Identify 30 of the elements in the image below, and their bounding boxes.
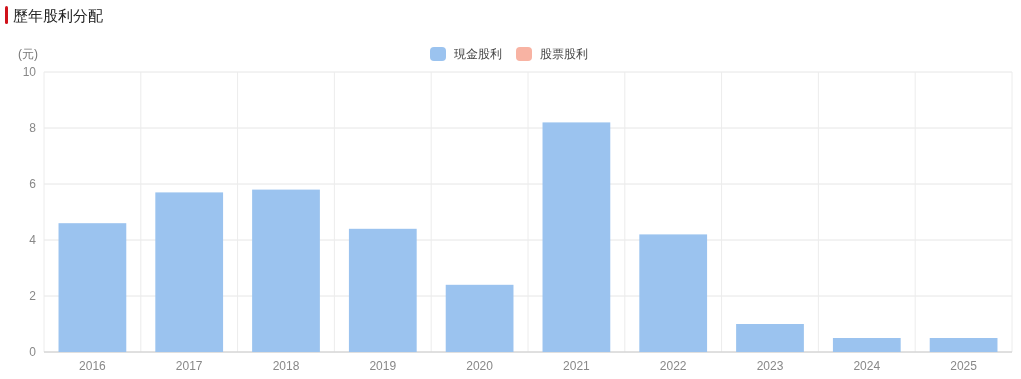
y-tick-label: 8	[29, 121, 37, 135]
x-tick-label: 2019	[369, 359, 397, 373]
bar	[542, 122, 611, 352]
bar	[348, 228, 417, 352]
bar	[58, 223, 127, 352]
bar	[736, 324, 804, 352]
y-tick-label: 0	[29, 345, 37, 359]
bar	[445, 284, 514, 352]
legend-label: 股票股利	[540, 47, 588, 61]
bar	[832, 338, 901, 352]
legend-label: 現金股利	[454, 47, 502, 61]
bar	[155, 192, 224, 352]
bar	[252, 189, 320, 352]
x-tick-label: 2020	[466, 359, 494, 373]
y-tick-label: 4	[29, 233, 37, 247]
x-tick-label: 2023	[756, 359, 784, 373]
y-tick-label: 6	[29, 177, 37, 191]
x-tick-label: 2016	[79, 359, 107, 373]
x-tick-label: 2024	[853, 359, 881, 373]
x-tick-label: 2022	[659, 359, 687, 373]
x-tick-label: 2017	[175, 359, 203, 373]
x-tick-label: 2021	[563, 359, 591, 373]
x-tick-label: 2025	[950, 359, 978, 373]
bar	[929, 338, 998, 352]
y-tick-label: 2	[29, 289, 37, 303]
x-tick-label: 2018	[272, 359, 300, 373]
chart-title: 歷年股利分配	[13, 7, 103, 24]
y-axis-title: (元)	[18, 47, 38, 61]
bar	[639, 234, 708, 352]
y-tick-label: 10	[22, 65, 37, 79]
